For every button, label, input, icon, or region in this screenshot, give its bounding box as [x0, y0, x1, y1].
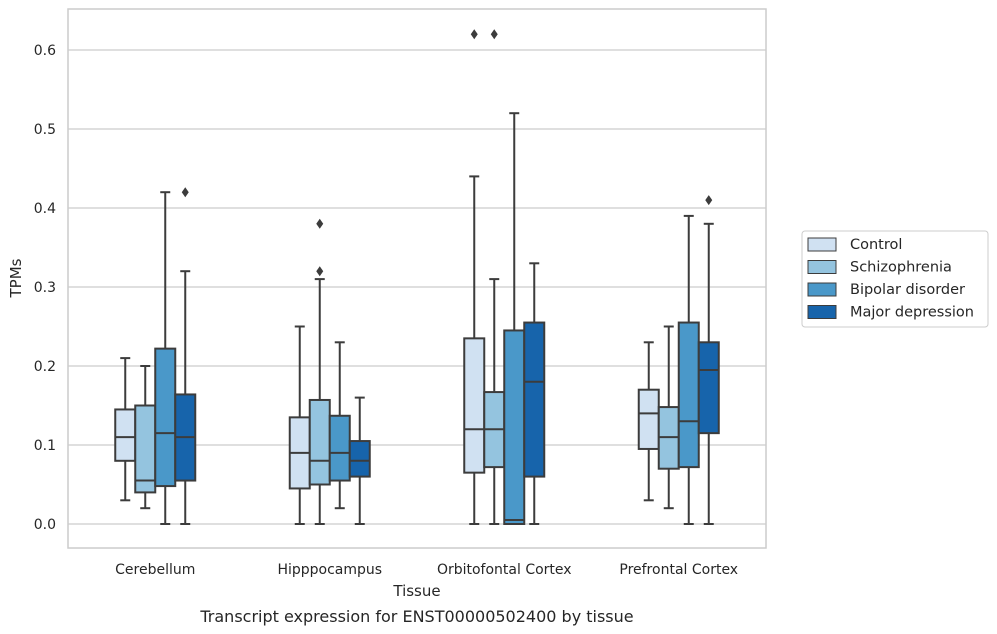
box-schizophrenia	[134, 365, 157, 510]
x-axis-label: Tissue	[392, 582, 440, 600]
box-body	[637, 388, 660, 450]
y-tick-label: 0.6	[34, 43, 56, 59]
legend-label: Major depression	[850, 305, 974, 321]
y-tick-label: 0.3	[34, 280, 56, 296]
outlier-point	[181, 187, 189, 198]
box-body	[328, 414, 351, 482]
box-control	[463, 29, 486, 525]
x-tick-label: Hipppocampus	[277, 562, 382, 578]
legend-label: Control	[850, 237, 902, 253]
box-bipolar-disorder	[328, 341, 351, 510]
box-body	[523, 321, 546, 478]
chart-caption: Transcript expression for ENST0000050240…	[199, 607, 633, 626]
legend-swatch	[807, 260, 837, 274]
x-tick-label: Prefrontal Cortex	[619, 562, 738, 578]
box-bipolar-disorder	[154, 191, 177, 525]
box-schizophrenia	[483, 29, 506, 525]
box-bipolar-disorder	[503, 112, 526, 526]
y-tick-label: 0.1	[34, 438, 56, 454]
legend-label: Schizophrenia	[850, 260, 952, 276]
box-major-depression	[697, 195, 720, 525]
y-tick-label: 0.4	[34, 201, 56, 217]
outlier-point	[705, 195, 713, 206]
box-major-depression	[348, 396, 371, 525]
box-major-depression	[523, 262, 546, 525]
box-body	[134, 404, 157, 494]
box-series	[114, 29, 720, 526]
x-tick-label: Cerebellum	[115, 562, 195, 578]
y-tick-labels: 0.0 0.1 0.2 0.3 0.4 0.5 0.6	[34, 43, 56, 533]
legend-swatch	[807, 282, 837, 297]
x-tick-labels: Cerebellum Hipppocampus Orbitofontal Corte…	[115, 562, 738, 578]
y-axis-label: TPMs	[7, 258, 25, 298]
outlier-point	[470, 29, 478, 40]
y-tick-label: 0.5	[34, 122, 56, 138]
box-body	[463, 337, 486, 474]
outlier-point	[316, 218, 324, 229]
box-control	[114, 357, 137, 502]
box-body	[677, 321, 700, 469]
box-schizophrenia	[308, 218, 331, 525]
y-tick-label: 0.0	[34, 517, 56, 533]
box-body	[348, 440, 371, 478]
x-tick-label: Orbitofontal Cortex	[437, 562, 572, 578]
legend-frame	[801, 230, 989, 328]
box-body	[114, 408, 137, 462]
legend-swatch	[807, 237, 837, 252]
box-body	[308, 398, 331, 486]
box-bipolar-disorder	[677, 214, 700, 525]
outlier-point	[490, 29, 498, 40]
outlier-point	[316, 266, 324, 277]
plot-area	[67, 8, 767, 549]
box-body	[503, 329, 526, 526]
legend: Control Schizophrenia Bipolar disorder Majo…	[801, 230, 989, 328]
box-control	[288, 325, 311, 525]
legend-label: Bipolar disorder	[850, 282, 965, 298]
box-body	[154, 347, 177, 488]
box-body	[697, 341, 720, 435]
y-tick-label: 0.2	[34, 359, 56, 375]
box-schizophrenia	[657, 325, 680, 510]
box-major-depression	[174, 187, 197, 525]
legend-swatch	[807, 305, 837, 319]
